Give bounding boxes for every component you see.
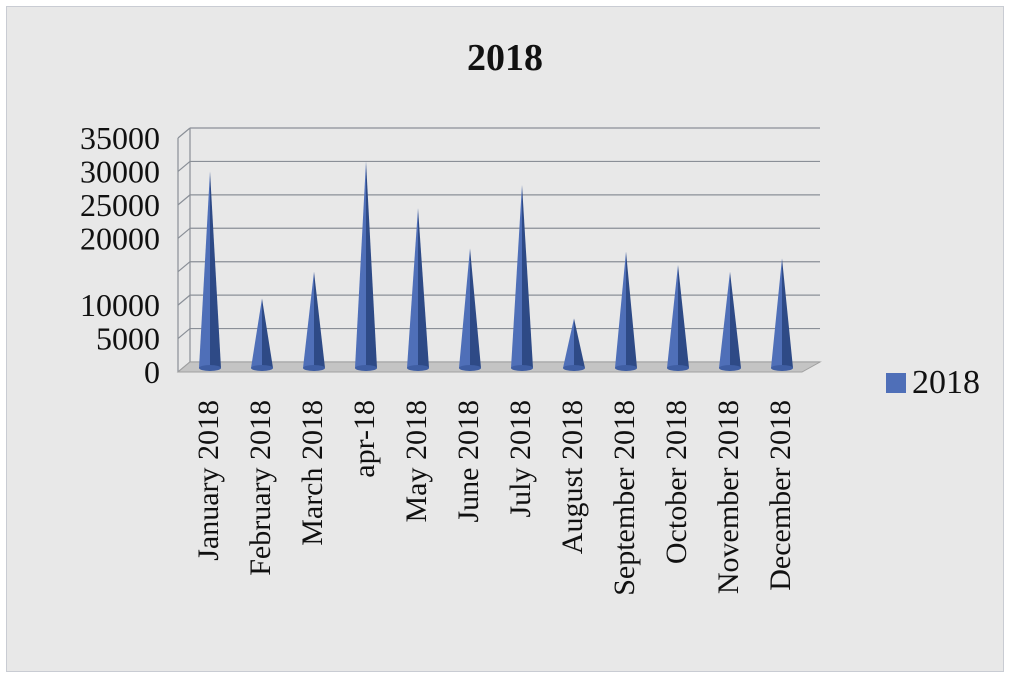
x-tick-label: August 2018 bbox=[556, 400, 589, 554]
data-cone-shade bbox=[470, 248, 481, 371]
y-tick-label: 5000 bbox=[96, 321, 160, 357]
x-tick-label: March 2018 bbox=[296, 400, 329, 546]
data-cone-shade bbox=[262, 298, 273, 371]
data-cone-base bbox=[719, 365, 741, 371]
legend-label: 2018 bbox=[912, 364, 980, 401]
data-cone bbox=[355, 161, 366, 371]
data-cone-base bbox=[771, 365, 793, 371]
x-tick-label: October 2018 bbox=[660, 400, 693, 564]
data-cone-base bbox=[407, 365, 429, 371]
data-cone-shade bbox=[678, 265, 689, 371]
data-cone bbox=[719, 271, 730, 371]
data-cone bbox=[303, 271, 314, 371]
legend: 2018 bbox=[886, 364, 980, 402]
data-cone-shade bbox=[574, 318, 585, 371]
y-tick-label: 10000 bbox=[80, 287, 160, 323]
data-cone-shade bbox=[418, 208, 429, 371]
x-tick-label: September 2018 bbox=[608, 400, 641, 596]
gridline-side bbox=[177, 194, 191, 206]
y-tick-label: 0 bbox=[144, 354, 160, 390]
data-cone bbox=[615, 251, 626, 371]
data-cone-shade bbox=[782, 258, 793, 371]
chart-title: 2018 bbox=[467, 37, 543, 79]
data-cone bbox=[459, 248, 470, 371]
chart-frame bbox=[6, 6, 1004, 672]
data-cone bbox=[563, 318, 574, 371]
data-cone-base bbox=[667, 365, 689, 371]
y-tick-label: 35000 bbox=[80, 120, 160, 156]
chart-floor bbox=[176, 361, 822, 373]
gridline-side bbox=[177, 160, 191, 172]
y-tick-label: 20000 bbox=[80, 220, 160, 256]
data-cone-base bbox=[615, 365, 637, 371]
gridline-side bbox=[177, 127, 191, 139]
data-cone bbox=[407, 208, 418, 371]
data-cone bbox=[199, 171, 210, 371]
x-tick-label: January 2018 bbox=[192, 400, 225, 561]
data-cone-base bbox=[511, 365, 533, 371]
legend-swatch bbox=[886, 373, 906, 393]
data-cone-shade bbox=[210, 171, 221, 371]
gridline-side bbox=[177, 328, 191, 340]
x-tick-label: June 2018 bbox=[452, 400, 485, 523]
x-tick-label: May 2018 bbox=[400, 400, 433, 523]
y-tick-label: 30000 bbox=[80, 153, 160, 189]
data-cone bbox=[511, 184, 522, 371]
x-tick-label: December 2018 bbox=[764, 400, 797, 591]
data-cone-base bbox=[355, 365, 377, 371]
x-tick-label: February 2018 bbox=[244, 400, 277, 576]
data-cone-base bbox=[199, 365, 221, 371]
x-tick-label: apr-18 bbox=[348, 400, 381, 478]
data-cone bbox=[251, 298, 262, 371]
data-cone-shade bbox=[366, 161, 377, 371]
data-cone-base bbox=[251, 365, 273, 371]
data-cone bbox=[771, 258, 782, 371]
data-cone bbox=[667, 265, 678, 371]
data-cone-base bbox=[303, 365, 325, 371]
x-tick-label: July 2018 bbox=[504, 400, 537, 518]
gridline-side bbox=[177, 261, 191, 273]
x-tick-label: November 2018 bbox=[712, 400, 745, 594]
data-cone-shade bbox=[522, 184, 533, 371]
data-cone-base bbox=[563, 365, 585, 371]
data-cone-shade bbox=[730, 271, 741, 371]
data-cone-shade bbox=[314, 271, 325, 371]
y-tick-label: 25000 bbox=[80, 187, 160, 223]
data-cone-shade bbox=[626, 251, 637, 371]
data-cone-base bbox=[459, 365, 481, 371]
gridline-side bbox=[177, 294, 191, 306]
gridline-side bbox=[177, 227, 191, 239]
